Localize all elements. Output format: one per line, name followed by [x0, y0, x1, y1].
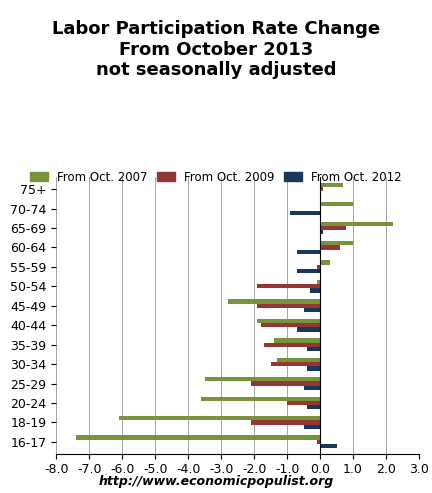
- Bar: [251, 382, 320, 386]
- Bar: [307, 405, 320, 409]
- Bar: [251, 421, 320, 424]
- Bar: [310, 288, 320, 293]
- Bar: [304, 308, 320, 312]
- Bar: [304, 424, 320, 429]
- Bar: [201, 396, 320, 401]
- Bar: [260, 323, 320, 327]
- Bar: [317, 280, 320, 284]
- Bar: [287, 401, 320, 405]
- Bar: [307, 366, 320, 371]
- Bar: [257, 284, 320, 288]
- Bar: [297, 327, 320, 332]
- Bar: [205, 377, 320, 382]
- Bar: [257, 319, 320, 323]
- Bar: [317, 265, 320, 269]
- Bar: [320, 260, 330, 265]
- Bar: [320, 230, 324, 235]
- Bar: [320, 241, 353, 246]
- Bar: [297, 269, 320, 273]
- Bar: [290, 211, 320, 215]
- Text: Labor Participation Rate Change
From October 2013
not seasonally adjusted: Labor Participation Rate Change From Oct…: [52, 20, 380, 79]
- Bar: [304, 386, 320, 390]
- Bar: [320, 226, 346, 230]
- Bar: [119, 416, 320, 421]
- Bar: [277, 358, 320, 362]
- Bar: [297, 249, 320, 254]
- Bar: [320, 202, 353, 207]
- Bar: [320, 444, 337, 448]
- Bar: [228, 299, 320, 304]
- Bar: [257, 304, 320, 308]
- Bar: [320, 222, 393, 226]
- Bar: [264, 343, 320, 347]
- Bar: [76, 435, 320, 440]
- Text: http://www.economicpopulist.org: http://www.economicpopulist.org: [98, 475, 334, 488]
- Bar: [320, 246, 340, 249]
- Bar: [270, 362, 320, 366]
- Bar: [274, 338, 320, 343]
- Bar: [320, 187, 324, 191]
- Bar: [307, 347, 320, 351]
- Legend: From Oct. 2007, From Oct. 2009, From Oct. 2012: From Oct. 2007, From Oct. 2009, From Oct…: [25, 166, 407, 188]
- Bar: [320, 183, 343, 187]
- Bar: [317, 440, 320, 444]
